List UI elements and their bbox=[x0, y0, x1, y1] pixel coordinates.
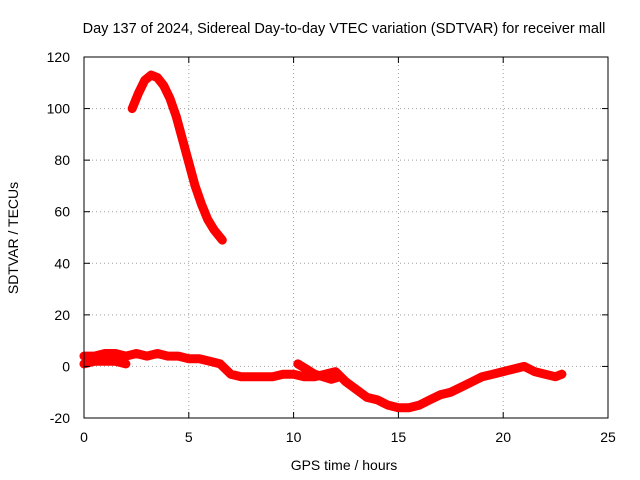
grid-lines bbox=[84, 57, 608, 418]
data-point bbox=[352, 385, 361, 394]
data-point bbox=[132, 349, 141, 358]
data-point bbox=[134, 89, 143, 98]
data-point bbox=[404, 403, 413, 412]
data-point bbox=[195, 354, 204, 363]
data-point bbox=[100, 349, 109, 358]
data-point bbox=[509, 365, 518, 374]
data-point bbox=[446, 388, 455, 397]
series-afternoon-segment bbox=[293, 359, 345, 384]
chart-title: Day 137 of 2024, Sidereal Day-to-day VTE… bbox=[83, 21, 606, 37]
data-point bbox=[247, 372, 256, 381]
plot-data bbox=[79, 70, 567, 413]
data-point bbox=[327, 375, 336, 384]
x-tick-label: 25 bbox=[600, 429, 616, 445]
x-tick-label: 0 bbox=[80, 429, 88, 445]
data-point bbox=[191, 181, 200, 190]
data-point bbox=[203, 215, 212, 224]
y-tick-label: 120 bbox=[47, 49, 71, 65]
data-point bbox=[362, 393, 371, 402]
x-tick-label: 20 bbox=[495, 429, 511, 445]
data-point bbox=[142, 352, 151, 361]
data-point bbox=[209, 225, 218, 234]
data-point bbox=[541, 370, 550, 379]
x-tick-label: 10 bbox=[286, 429, 302, 445]
y-tick-label: 100 bbox=[47, 101, 71, 117]
data-point bbox=[159, 81, 168, 90]
data-point bbox=[318, 372, 327, 381]
data-point bbox=[268, 372, 277, 381]
y-tick-label: 20 bbox=[54, 307, 70, 323]
y-tick-label: 0 bbox=[62, 358, 70, 374]
data-point bbox=[499, 367, 508, 376]
y-tick-label: 80 bbox=[54, 152, 70, 168]
data-point bbox=[488, 370, 497, 379]
data-point bbox=[293, 359, 302, 368]
data-point bbox=[310, 370, 319, 379]
y-tick-label: 40 bbox=[54, 255, 70, 271]
data-point bbox=[226, 370, 235, 379]
x-tick-label: 15 bbox=[391, 429, 407, 445]
data-point bbox=[100, 357, 109, 366]
data-point bbox=[425, 395, 434, 404]
data-point bbox=[111, 349, 120, 358]
data-point bbox=[197, 199, 206, 208]
data-point bbox=[373, 395, 382, 404]
series-band bbox=[127, 70, 227, 245]
data-point bbox=[205, 357, 214, 366]
data-point bbox=[342, 377, 350, 386]
data-point bbox=[415, 401, 424, 410]
data-point bbox=[178, 135, 187, 144]
data-point bbox=[147, 71, 156, 80]
data-point bbox=[216, 359, 225, 368]
data-point bbox=[302, 365, 311, 374]
data-point bbox=[551, 372, 560, 381]
x-tick-label: 5 bbox=[185, 429, 193, 445]
data-point bbox=[258, 372, 267, 381]
data-point bbox=[394, 403, 403, 412]
y-tick-label: 60 bbox=[54, 204, 70, 220]
axis-ticks: 0 5 10 15 20 25 -20 0 20 40 60 80 100 120 bbox=[47, 49, 616, 445]
y-tick-label: -20 bbox=[50, 410, 70, 426]
data-point bbox=[530, 367, 539, 376]
data-point bbox=[457, 383, 466, 392]
data-point bbox=[121, 359, 130, 368]
data-point bbox=[90, 357, 99, 366]
data-point bbox=[237, 372, 246, 381]
data-point bbox=[163, 352, 172, 361]
data-point bbox=[153, 349, 162, 358]
data-point bbox=[172, 112, 181, 121]
data-point bbox=[436, 390, 445, 399]
data-point bbox=[335, 372, 344, 381]
data-point bbox=[174, 352, 183, 361]
data-point bbox=[184, 158, 193, 167]
data-point bbox=[111, 357, 120, 366]
data-point bbox=[289, 370, 298, 379]
data-point bbox=[520, 362, 529, 371]
data-point bbox=[165, 94, 174, 103]
data-point bbox=[383, 401, 392, 410]
data-point bbox=[478, 372, 487, 381]
plot-frame bbox=[83, 56, 609, 419]
data-point bbox=[557, 370, 566, 379]
data-point bbox=[218, 236, 227, 245]
x-axis-label: GPS time / hours bbox=[291, 457, 398, 473]
series-high-arc bbox=[127, 70, 227, 245]
data-point bbox=[128, 104, 137, 113]
data-point bbox=[121, 352, 130, 361]
data-point bbox=[300, 372, 309, 381]
data-point bbox=[153, 73, 162, 82]
data-point bbox=[467, 377, 476, 386]
data-point bbox=[140, 76, 149, 85]
y-axis-label: SDTVAR / TECUs bbox=[5, 182, 21, 294]
data-point bbox=[184, 354, 193, 363]
data-point bbox=[279, 370, 288, 379]
